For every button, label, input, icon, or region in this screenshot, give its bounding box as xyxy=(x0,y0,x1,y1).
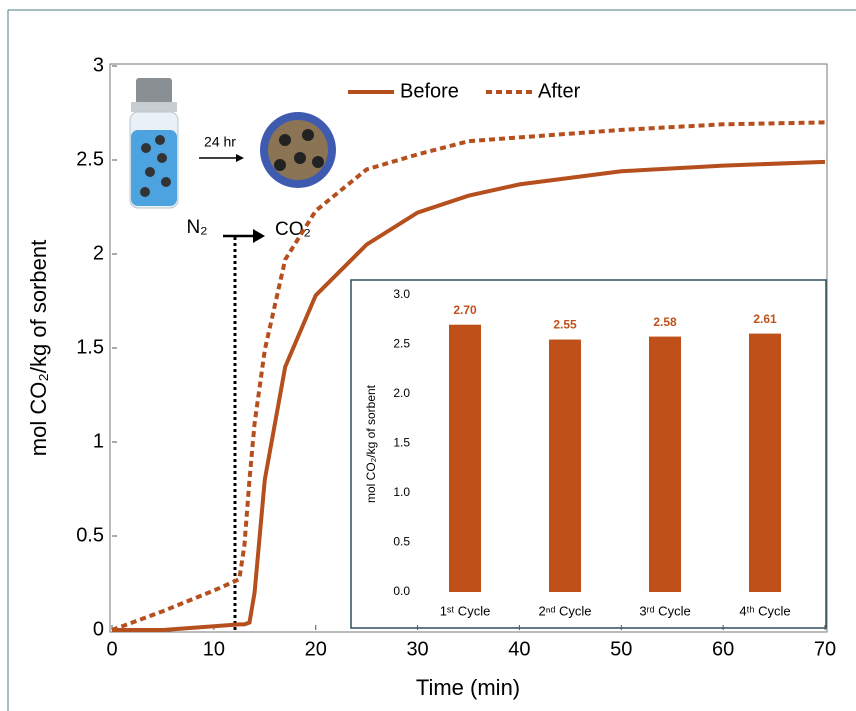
bar xyxy=(649,337,681,592)
x-tick-label: 30 xyxy=(406,638,428,660)
y-tick-label: 0.5 xyxy=(76,524,104,546)
y-axis-label: mol CO₂/kg of sorbent xyxy=(26,240,51,456)
x-axis-label: Time (min) xyxy=(416,675,520,700)
y-tick-label: 0.5 xyxy=(393,535,410,549)
y-tick-label: 2.5 xyxy=(76,148,104,170)
x-tick-label: 50 xyxy=(610,638,632,660)
chart: 24 hr N₂ CO₂ Time (min) mol CO₂/kg of so… xyxy=(0,0,856,711)
particle-icon xyxy=(260,112,336,188)
y-tick-label: 3 xyxy=(93,54,104,76)
legend-label: After xyxy=(538,80,581,102)
x-tick-label: 3ʳᵈ Cycle xyxy=(639,603,690,618)
y-tick-label: 2.0 xyxy=(393,386,410,400)
x-tick-label: 10 xyxy=(203,638,225,660)
y-tick-label: 1 xyxy=(93,430,104,452)
x-tick-label: 70 xyxy=(814,638,836,660)
value-label: 2.61 xyxy=(753,312,777,326)
y-tick-label: 1.5 xyxy=(393,436,410,450)
y-tick-label: 2.5 xyxy=(393,337,410,351)
x-tick-label: 2ⁿᵈ Cycle xyxy=(539,603,592,618)
bar xyxy=(549,340,581,592)
value-label: 2.70 xyxy=(453,303,477,317)
annotation: CO₂ xyxy=(275,219,311,240)
x-tick-label: 20 xyxy=(305,638,327,660)
annotation: 24 hr xyxy=(204,134,236,150)
y-tick-label: 0 xyxy=(93,618,104,640)
x-tick-label: 1ˢᵗ Cycle xyxy=(440,603,491,618)
value-label: 2.55 xyxy=(553,318,577,332)
x-tick-label: 60 xyxy=(712,638,734,660)
inset-y-axis-label: mol CO₂/kg of sorbent xyxy=(364,384,378,503)
x-tick-label: 40 xyxy=(508,638,530,660)
y-tick-label: 1.0 xyxy=(393,485,410,499)
x-tick-label: 4ᵗʰ Cycle xyxy=(739,603,790,618)
x-tick-label: 0 xyxy=(106,638,117,660)
legend-label: Before xyxy=(400,80,459,102)
annotation: N₂ xyxy=(186,217,207,238)
y-tick-label: 0.0 xyxy=(393,584,410,598)
y-tick-label: 2 xyxy=(93,242,104,264)
bar xyxy=(449,325,481,592)
y-tick-label: 3.0 xyxy=(393,287,410,301)
value-label: 2.58 xyxy=(653,315,677,329)
vial-icon xyxy=(130,78,178,208)
bar xyxy=(749,334,781,592)
y-tick-label: 1.5 xyxy=(76,336,104,358)
